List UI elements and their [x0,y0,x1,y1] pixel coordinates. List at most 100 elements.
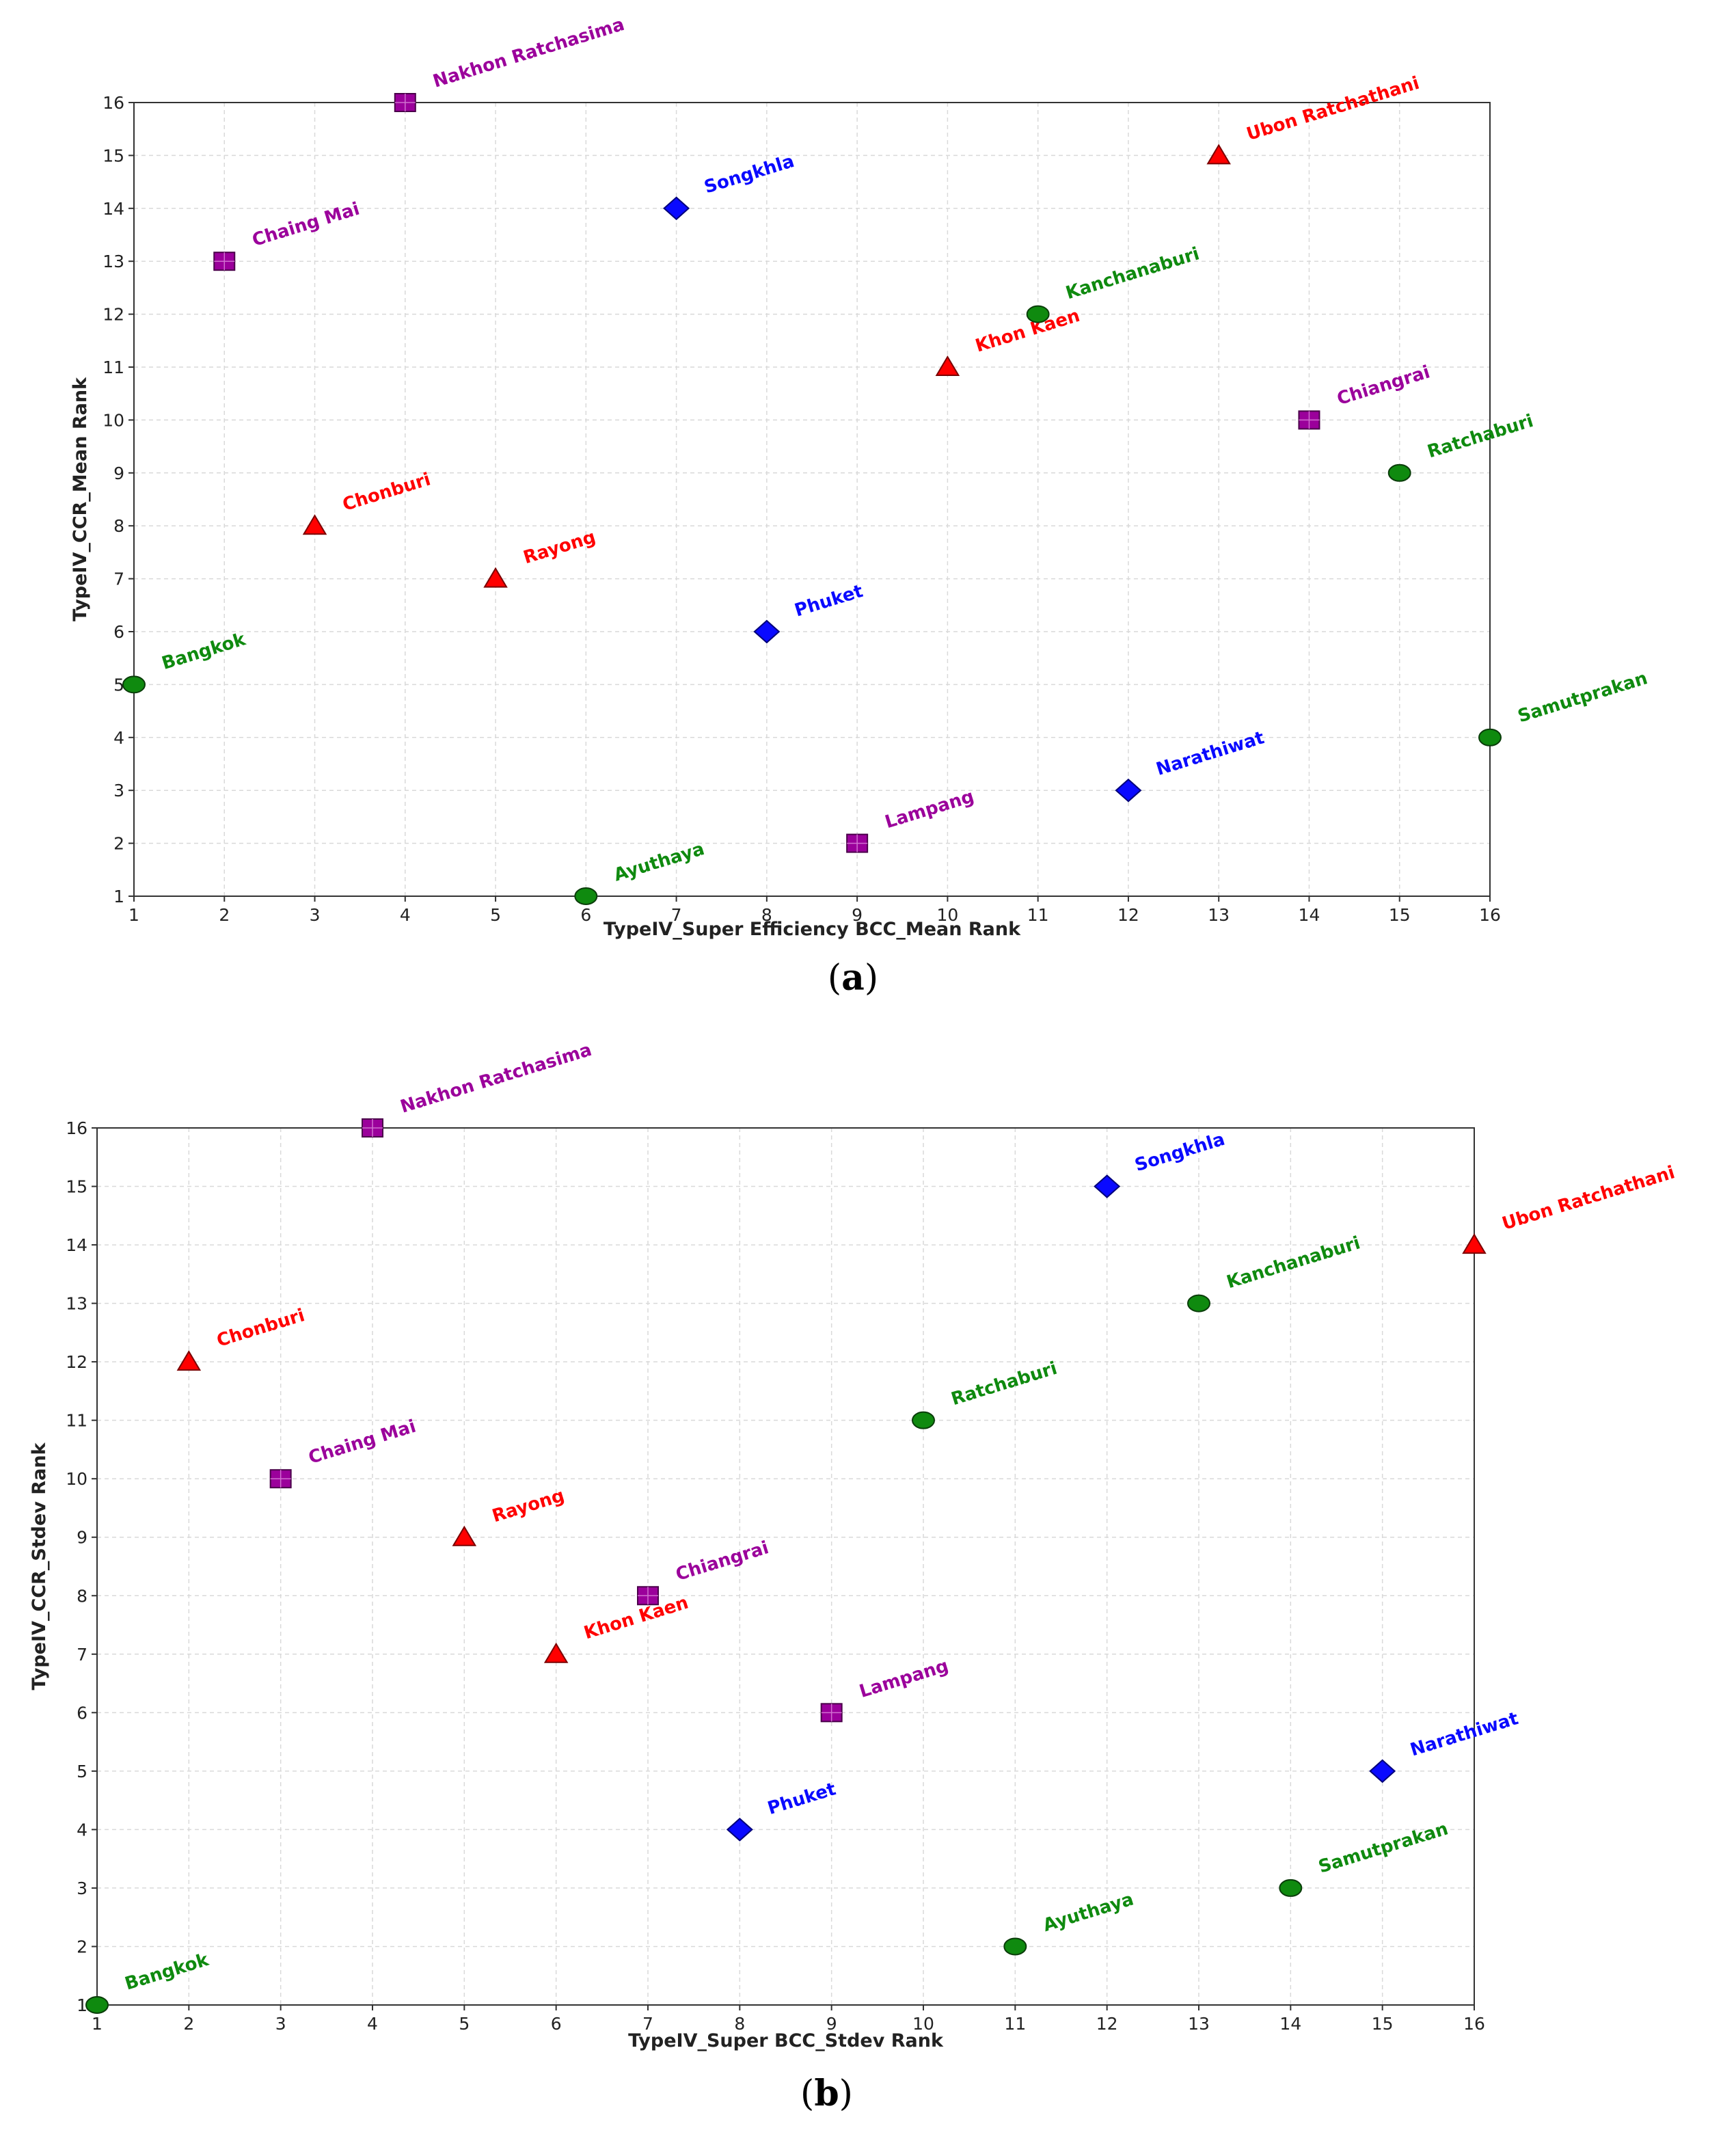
point-label: Chonburi [340,469,433,515]
y-tick-label: 10 [103,410,124,430]
x-tick-label: 11 [1004,2014,1026,2034]
scatter-plot-b: 1122334455667788991010111112121313141415… [29,1040,1677,2114]
x-tick-label: 8 [761,905,772,925]
point-label: Ayuthaya [612,839,707,886]
point-marker-circle [1478,728,1502,746]
x-tick-label: 12 [1096,2014,1118,2034]
point-marker-diamond [1369,1759,1396,1783]
x-tick-label: 1 [128,905,139,925]
caption-close-paren: ) [839,2073,853,2114]
y-tick-label: 12 [66,1352,87,1372]
y-tick-label: 7 [77,1645,87,1665]
point-marker-circle [1279,1879,1303,1897]
point-label: Kanchanaburi [1224,1233,1363,1293]
point-marker-triangle [543,1642,569,1663]
x-tick-label: 15 [1389,905,1411,925]
x-tick-label: 3 [310,905,321,925]
x-tick-label: 3 [275,2014,286,2034]
caption-letter: a [841,957,865,999]
x-tick-label: 2 [219,905,230,925]
point-label: Nakhon Ratchasima [398,1040,594,1118]
y-tick-label: 10 [66,1469,87,1489]
point-label: Ratchaburi [949,1358,1059,1410]
y-tick-label: 11 [66,1411,87,1431]
x-tick-label: 6 [551,2014,562,2034]
point-label: Lampang [857,1656,951,1702]
point-marker-circle [1026,305,1050,323]
point-marker-circle [574,887,598,905]
caption-open-paren: ( [800,2073,814,2114]
point-label: Chiangrai [673,1537,771,1585]
point-label: Khon Kaen [582,1593,691,1644]
x-tick-label: 5 [490,905,501,925]
point-label: Chaing Mai [250,199,362,251]
x-tick-label: 5 [459,2014,470,2034]
y-tick-label: 13 [66,1294,87,1314]
point-label: Songkhla [1133,1129,1228,1176]
y-tick-label: 5 [77,1762,87,1781]
y-tick-label: 15 [66,1177,87,1197]
y-tick-label: 3 [77,1879,87,1898]
point-marker-diamond [726,1818,753,1842]
x-tick-label: 4 [367,2014,378,2034]
x-tick-label: 12 [1117,905,1139,925]
y-tick-label: 14 [103,199,124,219]
y-tick-label: 13 [103,252,124,271]
x-tick-label: 4 [400,905,411,925]
point-label: Samutprakan [1316,1818,1451,1877]
y-tick-label: 1 [77,1995,87,2015]
y-tick-label: 7 [113,569,124,589]
y-tick-label: 14 [66,1235,87,1255]
point-label: Chiangrai [1335,362,1433,409]
point-label: Nakhon Ratchasima [431,14,627,92]
point-label: Rayong [521,527,598,568]
x-tick-label: 6 [580,905,591,925]
x-tick-label: 14 [1299,905,1320,925]
point-marker-circle [1187,1294,1210,1312]
point-marker-diamond [753,619,781,644]
y-tick-label: 15 [103,146,124,165]
x-tick-label: 7 [671,905,682,925]
y-tick-label: 8 [77,1586,87,1606]
x-tick-label: 14 [1279,2014,1301,2034]
point-label: Bangkok [122,1950,211,1995]
x-tick-label: 13 [1188,2014,1210,2034]
point-marker-triangle [935,355,960,376]
point-marker-triangle [452,1525,477,1546]
x-axis-title: TypeIV_Super Efficiency BCC_Mean Rank [603,919,1021,940]
point-label: Ubon Ratchathani [1244,73,1422,145]
point-label: Songkhla [702,151,797,198]
point-label: Chonburi [215,1305,308,1351]
y-tick-label: 1 [113,887,124,906]
point-marker-circle [122,675,146,694]
point-marker-diamond [1094,1174,1121,1198]
point-label: Narathiwat [1408,1708,1521,1760]
point-label: Narathiwat [1154,727,1266,779]
point-marker-circle [85,1996,109,2014]
point-label: Rayong [490,1485,567,1526]
y-tick-label: 9 [77,1528,87,1548]
point-label: Kanchanaburi [1063,243,1202,304]
x-tick-label: 8 [734,2014,745,2034]
y-tick-label: 5 [113,675,124,695]
y-tick-label: 16 [103,93,124,113]
point-marker-triangle [176,1350,202,1371]
caption-letter: b [814,2073,839,2114]
point-label: Phuket [765,1779,839,1819]
point-label: Chaing Mai [306,1416,418,1468]
plot-frame [96,1127,1475,2006]
panel-caption: (b) [800,2073,853,2114]
x-tick-label: 15 [1372,2014,1394,2034]
y-tick-label: 16 [66,1118,87,1138]
y-tick-label: 9 [113,463,124,483]
point-label: Bangkok [159,629,248,674]
x-tick-label: 9 [852,905,863,925]
x-tick-label: 13 [1208,905,1230,925]
y-axis-title: TypeIV_CCR_Stdev Rank [29,1442,50,1690]
y-tick-label: 2 [113,834,124,854]
point-label: Ayuthaya [1041,1889,1137,1936]
point-label: Lampang [882,786,976,833]
y-tick-label: 12 [103,305,124,325]
y-tick-label: 6 [113,622,124,642]
x-axis-title: TypeIV_Super BCC_Stdev Rank [628,2030,944,2051]
